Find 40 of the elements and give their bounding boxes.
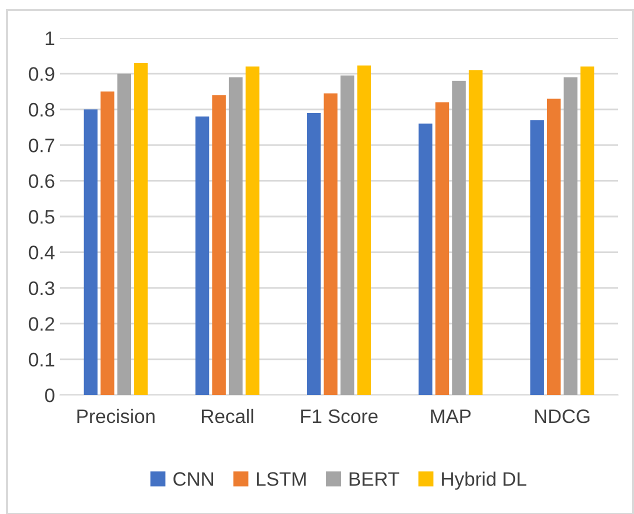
bar bbox=[418, 124, 432, 395]
bar bbox=[307, 112, 321, 395]
bar bbox=[340, 75, 354, 395]
legend-label: Hybrid DL bbox=[442, 472, 526, 490]
y-tick-label: 0.5 bbox=[28, 210, 54, 224]
bar bbox=[452, 80, 466, 395]
y-tick-label: 0 bbox=[45, 388, 54, 402]
bar bbox=[580, 66, 594, 395]
x-tick-label: F1 Score bbox=[301, 409, 378, 424]
y-tick-label: 0.1 bbox=[28, 352, 54, 367]
bar bbox=[212, 95, 226, 395]
x-tick-label: NDCG bbox=[535, 409, 590, 424]
bar bbox=[246, 66, 260, 395]
y-tick-label: 0.8 bbox=[28, 102, 54, 117]
bar bbox=[228, 77, 243, 395]
bar bbox=[195, 116, 210, 395]
bar bbox=[435, 102, 450, 395]
x-tick-label: MAP bbox=[431, 410, 471, 423]
bar bbox=[530, 120, 544, 395]
y-tick-label: 0.2 bbox=[28, 317, 54, 331]
bar bbox=[546, 98, 561, 395]
bar bbox=[324, 93, 338, 395]
bar bbox=[468, 70, 483, 395]
bar bbox=[357, 65, 371, 395]
bar bbox=[84, 109, 98, 395]
x-tick-label: Recall bbox=[202, 408, 254, 424]
bar bbox=[117, 74, 132, 395]
y-tick-label: 0.7 bbox=[28, 138, 54, 152]
bar bbox=[564, 77, 578, 395]
legend-label: CNN bbox=[173, 472, 214, 486]
x-tick-label: Precision bbox=[77, 408, 155, 424]
y-tick-label: 0.9 bbox=[28, 67, 54, 81]
y-tick-label: 0.4 bbox=[28, 246, 55, 260]
y-tick-label: 0.6 bbox=[28, 174, 54, 188]
y-tick-label: 0.3 bbox=[28, 281, 54, 296]
y-tick-label: 1 bbox=[46, 32, 54, 46]
legend-label: LSTM bbox=[257, 472, 306, 486]
bar bbox=[134, 62, 148, 395]
legend-label: BERT bbox=[350, 472, 400, 486]
bar bbox=[100, 92, 114, 395]
